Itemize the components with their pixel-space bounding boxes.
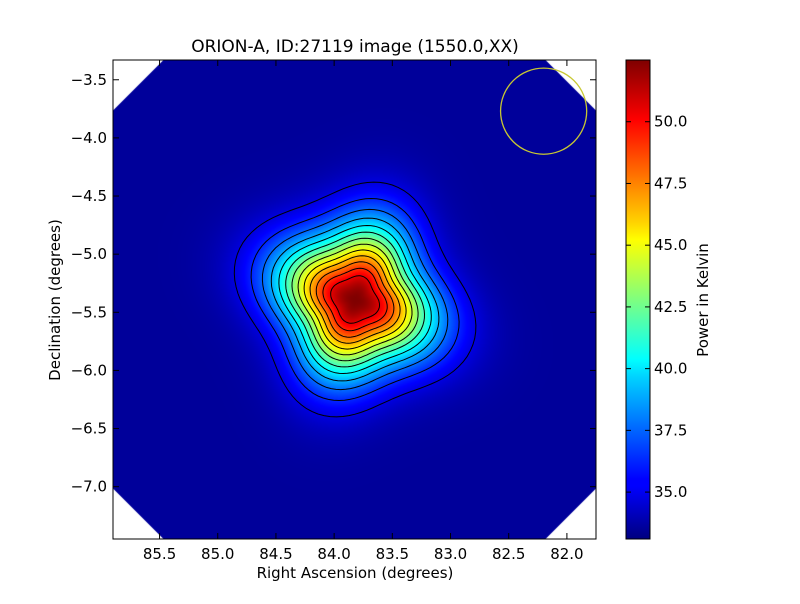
contour-line (261, 208, 449, 391)
y-tick-label: −5.0 (71, 245, 107, 263)
contour-lines (233, 181, 477, 418)
y-tick-label: −6.0 (71, 361, 107, 379)
y-tick-label: −4.5 (71, 187, 107, 205)
contour-line (278, 224, 432, 375)
plot-frame (112, 59, 597, 540)
contour-line (297, 243, 413, 356)
x-tick-label: 85.0 (201, 545, 234, 563)
colorbar-tick-label: 35.0 (654, 483, 687, 501)
colorbar-label: Power in Kelvin (694, 243, 712, 357)
colorbar-tick-label: 47.5 (654, 174, 687, 192)
x-axis: 85.5 85.0 84.5 84.0 83.5 83.0 82.5 82.0 (143, 60, 584, 563)
colorbar-axis: 35.0 37.5 40.0 42.5 45.0 47.5 50.0 (626, 113, 687, 501)
colorbar-tick-label: 40.0 (654, 360, 687, 378)
heatmap-image (113, 60, 596, 539)
contour-line (315, 261, 395, 338)
contour-line (291, 237, 419, 362)
colorbar-tick-label: 42.5 (654, 298, 687, 316)
contour-line (250, 197, 460, 402)
contour-line (233, 181, 477, 418)
contour-line (322, 267, 388, 332)
plot-area (113, 60, 596, 539)
x-tick-label: 84.0 (317, 545, 350, 563)
y-tick-label: −5.5 (71, 303, 107, 321)
y-tick-label: −7.0 (71, 478, 107, 496)
contour-line (270, 217, 440, 382)
x-tick-label: 83.5 (376, 545, 409, 563)
contour-line (330, 275, 380, 324)
colorbar-tick-label: 50.0 (654, 113, 687, 131)
x-tick-label: 83.0 (434, 545, 467, 563)
contour-line (303, 249, 407, 350)
x-tick-label: 82.5 (492, 545, 525, 563)
y-tick-label: −6.5 (71, 420, 107, 438)
beam-circle (499, 67, 588, 155)
x-axis-label: Right Ascension (degrees) (257, 564, 454, 582)
chart-title: ORION-A, ID:27119 image (1550.0,XX) (191, 37, 519, 57)
y-axis-label: Declination (degrees) (46, 219, 64, 381)
x-tick-label: 84.5 (259, 545, 292, 563)
x-tick-label: 82.0 (550, 545, 583, 563)
contour-line (285, 231, 426, 368)
contour-line (309, 255, 401, 344)
colorbar-tick-label: 45.0 (654, 236, 687, 254)
y-axis: −3.5 −4.0 −4.5 −5.0 −5.5 −6.0 −6.5 −7.0 (71, 71, 596, 496)
y-tick-label: −3.5 (71, 71, 107, 89)
y-tick-label: −4.0 (71, 129, 107, 147)
x-tick-label: 85.5 (143, 545, 176, 563)
colorbar-tick-label: 37.5 (654, 421, 687, 439)
colorbar (625, 59, 651, 540)
